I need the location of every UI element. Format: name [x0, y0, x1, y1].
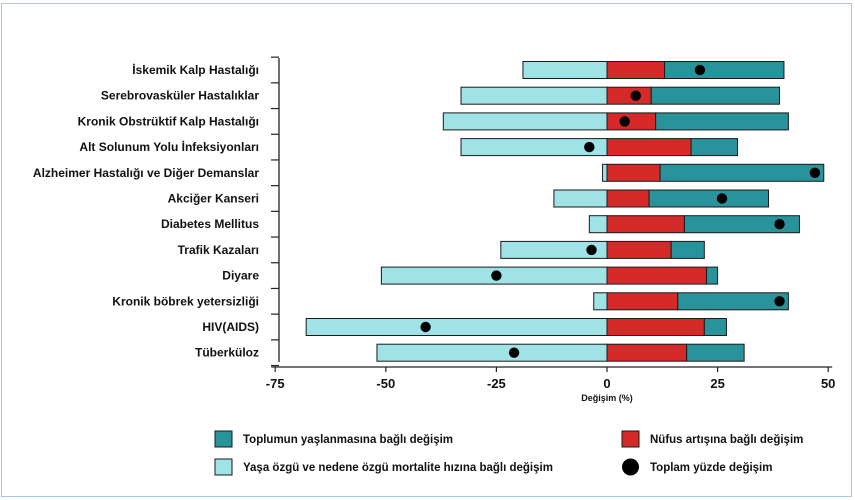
bar-aging-diyare [706, 266, 719, 285]
legend: Toplumun yaşlanmasına bağlı değişim Nüfus… [214, 430, 803, 476]
legend-label: Toplam yüzde değişim [650, 462, 772, 474]
x-tick-label: 0 [603, 376, 610, 391]
bar-population-iskemik-kalp-hastaligi [606, 61, 666, 79]
bar-population-akciger-kanseri [606, 189, 650, 208]
bars-layer [305, 61, 825, 362]
x-axis: -75 -50 -25 0 25 50 [266, 366, 835, 391]
bar-aging-iskemik-kalp-hastaligi [664, 61, 785, 79]
bar-aging-diabetes-mellitus [683, 215, 800, 234]
x-tick-label: 25 [710, 376, 724, 391]
category-label-alt-solunum-yolu-infeksiyonlari: Alt Solunum Yolu İnfeksiyonları [79, 139, 259, 154]
bar-aging-trafik-kazalari [670, 240, 705, 259]
legend-label: Nüfus artışına bağlı değişim [650, 434, 803, 446]
bar-population-kronik-obstruktif-kalp-hastaligi [606, 112, 657, 131]
x-tick-label: -75 [266, 376, 285, 391]
x-tick-label: -25 [487, 376, 506, 391]
category-label-diyare: Diyare [222, 269, 259, 283]
bar-mortality-iskemik-kalp-hastaligi [522, 61, 608, 79]
bar-aging-kronik-bobrek-yetersizligi [677, 292, 789, 311]
x-tick-label: -50 [376, 376, 395, 391]
bar-aging-hiv-aids [703, 318, 727, 336]
bar-aging-tuberkuloz [686, 343, 745, 362]
legend-label: Toplumun yaşlanmasına bağlı değişim [243, 434, 453, 446]
x-tick-label: 50 [821, 376, 835, 391]
category-label-akciger-kanseri: Akciğer Kanseri [168, 192, 259, 206]
dots-layer [420, 64, 821, 358]
bar-population-tuberkuloz [606, 343, 688, 362]
total-dot-serebrovaskuler-hastaliklar [630, 90, 641, 101]
total-dot-alzheimer-hastaligi-ve-diger-demanslar [809, 167, 821, 178]
bar-aging-akciger-kanseri [648, 189, 769, 208]
legend-swatch [621, 430, 640, 448]
total-dot-trafik-kazalari [586, 244, 597, 256]
bar-mortality-akciger-kanseri [553, 189, 608, 208]
bar-population-alt-solunum-yolu-infeksiyonlari [606, 138, 692, 157]
legend-swatch [622, 458, 639, 476]
bar-mortality-diabetes-mellitus [588, 215, 608, 234]
bar-population-trafik-kazalari [606, 240, 672, 259]
category-label-kronik-bobrek-yetersizligi: Kronik böbrek yetersizliği [112, 294, 259, 308]
bar-mortality-serebrovaskuler-hastaliklar [460, 86, 608, 105]
total-dot-kronik-obstruktif-kalp-hastaligi [619, 116, 630, 127]
bar-aging-serebrovaskuler-hastaliklar [650, 86, 781, 105]
legend-swatch [214, 430, 233, 448]
category-label-trafik-kazalari: Trafik Kazaları [178, 243, 259, 257]
x-axis-label: Değişim (%) [581, 393, 633, 403]
total-dot-hiv-aids [420, 321, 431, 333]
total-dot-alt-solunum-yolu-infeksiyonlari [584, 141, 595, 153]
bar-mortality-hiv-aids [305, 318, 608, 336]
category-label-serebrovaskuler-hastaliklar: Serebrovasküler Hastalıklar [101, 89, 259, 103]
bar-mortality-kronik-obstruktif-kalp-hastaligi [442, 112, 608, 131]
category-label-diabetes-mellitus: Diabetes Mellitus [161, 217, 259, 231]
legend-swatch [214, 458, 233, 476]
category-label-alzheimer-hastaligi-ve-diger-demanslar: Alzheimer Hastalığı ve Diğer Demanslar [33, 166, 259, 180]
bar-population-diyare [606, 266, 708, 285]
bar-aging-kronik-obstruktif-kalp-hastaligi [655, 112, 789, 131]
category-label-tuberkuloz: Tüberküloz [195, 346, 259, 360]
y-axis: İskemik Kalp Hastalığı Serebrovasküler Ha… [33, 56, 280, 367]
bar-population-alzheimer-hastaligi-ve-diger-demanslar [606, 163, 661, 182]
total-dot-tuberkuloz [508, 347, 520, 358]
total-dot-diabetes-mellitus [774, 219, 785, 230]
bar-mortality-kronik-bobrek-yetersizligi [593, 292, 608, 311]
total-dot-iskemik-kalp-hastaligi [694, 64, 706, 76]
chart-frame [1, 3, 852, 497]
bar-population-hiv-aids [606, 318, 705, 336]
bar-population-diabetes-mellitus [606, 215, 685, 234]
total-dot-kronik-bobrek-yetersizligi [774, 296, 785, 307]
bar-mortality-tuberkuloz [376, 343, 608, 362]
bar-population-serebrovaskuler-hastaliklar [606, 86, 652, 105]
total-dot-diyare [491, 270, 502, 281]
legend-label: Yaşa özgü ve nedene özgü mortalite hızın… [243, 462, 553, 474]
category-label-iskemik-kalp-hastaligi: İskemik Kalp Hastalığı [132, 62, 259, 77]
total-dot-akciger-kanseri [716, 193, 728, 204]
category-label-kronik-obstruktif-kalp-hastaligi: Kronik Obstrüktif Kalp Hastalığı [78, 114, 259, 128]
bar-aging-alt-solunum-yolu-infeksiyonlari [690, 138, 739, 157]
bar-mortality-alzheimer-hastaligi-ve-diger-demanslar [602, 163, 608, 182]
bar-aging-alzheimer-hastaligi-ve-diger-demanslar [659, 163, 825, 182]
bar-population-kronik-bobrek-yetersizligi [606, 292, 679, 311]
category-label-hiv-aids: HIV(AIDS) [202, 320, 259, 334]
